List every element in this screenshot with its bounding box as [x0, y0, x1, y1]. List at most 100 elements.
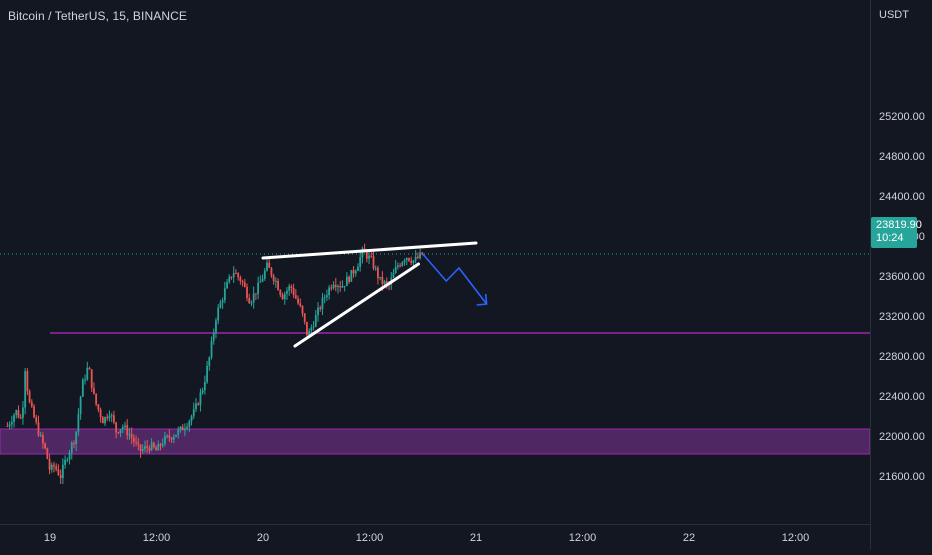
y-tick-label-8: 24800.00 [879, 151, 925, 163]
candle-body-183 [412, 260, 415, 263]
candle-body-87 [199, 392, 202, 405]
candle-body-73 [168, 435, 171, 438]
candle-body-45 [106, 417, 109, 419]
candle-body-90 [206, 365, 208, 382]
candle-body-137 [310, 327, 313, 331]
candle-body-22 [55, 466, 58, 470]
candle-body-55 [128, 434, 131, 436]
candle-body-56 [130, 434, 133, 438]
candle-body-40 [95, 393, 98, 405]
candle-body-47 [110, 415, 113, 417]
x-tick-label-7: 12:00 [782, 532, 810, 544]
candle-body-181 [408, 258, 410, 261]
candle-body-92 [210, 340, 213, 358]
candle-body-84 [192, 409, 195, 417]
candle-body-187 [421, 252, 424, 255]
candle-body-43 [101, 417, 104, 424]
y-tick-label-2: 22400.00 [879, 391, 925, 403]
candle-body-39 [93, 388, 95, 394]
candle-body-130 [294, 295, 297, 299]
candle-body-12 [33, 406, 35, 418]
candle-body-80 [184, 428, 186, 431]
candle-body-72 [166, 435, 169, 437]
candle-body-146 [330, 287, 333, 289]
candle-body-106 [241, 281, 244, 283]
candle-body-132 [299, 303, 302, 306]
candle-body-154 [348, 276, 350, 282]
candle-body-175 [394, 266, 397, 274]
candle-body-9 [26, 371, 29, 392]
candle-body-124 [281, 294, 284, 300]
candle-body-113 [257, 282, 260, 294]
candle-body-133 [301, 305, 304, 314]
candle-body-121 [274, 280, 277, 282]
x-tick-label-1: 12:00 [143, 532, 171, 544]
x-tick-label-0: 19 [44, 532, 56, 544]
candle-body-176 [397, 265, 399, 267]
candle-body-17 [44, 443, 47, 449]
y-tick-label-3: 22800.00 [879, 351, 925, 363]
candle-body-14 [37, 422, 40, 436]
candle-body-62 [144, 446, 146, 449]
candle-body-166 [374, 267, 377, 269]
candle-body-23 [57, 469, 60, 475]
candle-body-85 [195, 403, 197, 410]
candle-body-88 [201, 390, 204, 393]
candle-body-96 [219, 302, 222, 308]
candle-body-127 [288, 286, 291, 291]
candle-body-75 [172, 436, 175, 440]
candle-body-42 [99, 409, 102, 418]
candle-body-64 [148, 447, 151, 451]
candle-body-83 [190, 416, 193, 422]
candle-body-115 [261, 278, 264, 282]
candle-body-129 [292, 287, 295, 296]
candle-body-71 [164, 436, 166, 444]
current-price-value: 23819.90 [876, 219, 922, 231]
candle-body-78 [179, 426, 182, 430]
candle-body-79 [181, 426, 184, 431]
candle-body-109 [248, 297, 251, 304]
candle-body-20 [50, 464, 53, 470]
candle-body-182 [410, 260, 413, 263]
x-tick-label-5: 12:00 [569, 532, 597, 544]
candle-body-162 [365, 251, 368, 259]
candle-body-123 [279, 290, 282, 295]
candle-body-29 [70, 442, 73, 453]
y-tick-label-9: 25200.00 [879, 111, 925, 123]
candle-body-169 [381, 276, 384, 284]
candle-body-120 [272, 275, 275, 282]
candle-body-54 [126, 425, 129, 436]
candle-body-145 [328, 287, 331, 296]
candle-body-89 [203, 381, 206, 391]
candle-body-60 [139, 444, 142, 452]
candle-body-171 [385, 281, 388, 284]
candle-body-170 [383, 281, 386, 284]
candle-body-59 [137, 442, 140, 445]
candle-body-3 [13, 415, 15, 422]
candle-body-128 [290, 286, 293, 288]
candle-body-8 [24, 371, 27, 408]
candle-body-165 [372, 256, 375, 269]
candle-body-57 [132, 437, 135, 442]
candle-body-160 [361, 248, 364, 258]
symbol-title[interactable]: Bitcoin / TetherUS, 15, BINANCE [8, 9, 187, 23]
candle-body-19 [48, 458, 51, 470]
candle-body-44 [104, 417, 106, 424]
candle-body-102 [232, 273, 235, 278]
candle-body-51 [119, 429, 122, 433]
candle-body-49 [115, 422, 118, 433]
candle-body-28 [68, 452, 71, 460]
candle-body-126 [286, 290, 288, 294]
candle-body-52 [121, 426, 124, 430]
currency-label[interactable]: USDT [879, 9, 909, 21]
candle-body-180 [405, 258, 408, 261]
candle-body-184 [414, 256, 417, 261]
candle-body-0 [6, 426, 9, 427]
candle-body-114 [259, 281, 262, 283]
candle-body-125 [283, 293, 286, 300]
candle-body-94 [215, 320, 217, 333]
candle-body-159 [359, 257, 362, 267]
candle-body-48 [113, 415, 115, 423]
